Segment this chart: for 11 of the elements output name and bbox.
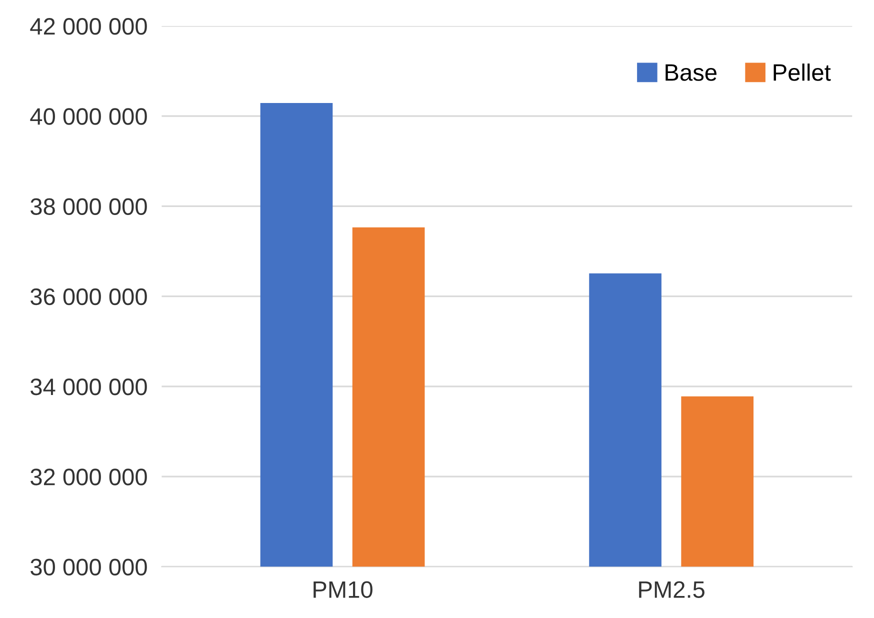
- y-tick-label: 32 000 000: [30, 468, 147, 486]
- y-tick-label: 40 000 000: [30, 108, 147, 125]
- legend-label: Pellet: [774, 64, 831, 81]
- y-tick-label: 42 000 000: [30, 18, 147, 35]
- y-tick-label: 36 000 000: [30, 288, 147, 306]
- x-tick-label: PM10: [314, 581, 372, 598]
- x-tick-label: PM2.5: [639, 581, 704, 598]
- legend-label: Base: [666, 64, 716, 81]
- y-tick-label: 34 000 000: [30, 378, 147, 396]
- y-tick-label: 30 000 000: [30, 558, 147, 576]
- y-tick-label: 38 000 000: [30, 198, 147, 215]
